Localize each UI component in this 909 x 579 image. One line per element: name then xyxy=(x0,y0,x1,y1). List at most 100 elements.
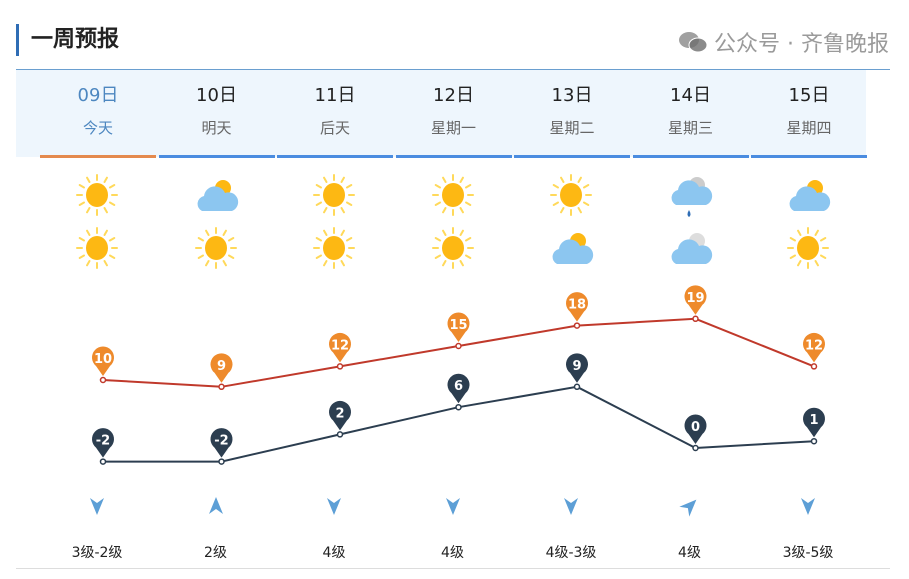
high-temp-pin xyxy=(92,346,114,376)
high-temp-point xyxy=(692,315,699,323)
wind-level: 4级 xyxy=(441,545,464,561)
wind-direction-icon xyxy=(85,494,109,518)
high-temp-point xyxy=(336,363,344,370)
high-temp-label: 12 xyxy=(331,338,349,353)
high-temp-marker: 18 xyxy=(566,292,589,329)
high-temp-point xyxy=(573,322,581,329)
low-temp-point xyxy=(99,458,107,465)
day-tab-0[interactable]: 09日今天 xyxy=(40,70,156,158)
night-sun-icon xyxy=(784,224,832,272)
day-label: 星期二 xyxy=(549,119,595,137)
wechat-logo-icon xyxy=(678,30,708,54)
low-temp-point xyxy=(573,383,581,391)
watermark-text: 公众号 · 齐鲁晚报 xyxy=(714,32,889,57)
tab-underline xyxy=(632,155,749,158)
low-temp-pin xyxy=(566,353,589,383)
high-temp-point xyxy=(455,342,462,350)
day-tab-2[interactable]: 11日后天 xyxy=(277,70,393,158)
night-sun-icon xyxy=(73,224,121,272)
low-temp-point xyxy=(455,403,462,411)
low-temp-point xyxy=(810,437,818,445)
high-temp-pin xyxy=(447,312,470,342)
high-temp-label: 10 xyxy=(94,352,112,367)
night-sun-icon xyxy=(310,224,358,272)
low-temp-label: 2 xyxy=(335,406,344,421)
high-temp-point xyxy=(99,376,107,384)
day-label: 今天 xyxy=(82,119,113,137)
low-temp-label: -2 xyxy=(96,434,110,449)
watermark: 公众号 · 齐鲁晚报 xyxy=(678,26,889,58)
low-temp-point xyxy=(336,431,344,438)
wind-level: 4级 xyxy=(678,545,701,561)
high-temp-pin xyxy=(210,353,233,383)
low-temp-marker: 6 xyxy=(447,373,470,411)
low-temp-pin xyxy=(447,373,470,404)
high-temp-point xyxy=(810,363,818,370)
high-temp-label: 18 xyxy=(568,298,586,313)
low-temp-label: 6 xyxy=(454,379,463,394)
tab-underline xyxy=(40,155,156,158)
day-label: 明天 xyxy=(201,119,232,137)
wind-direction-icon xyxy=(204,494,228,518)
high-temp-pin xyxy=(803,332,825,363)
day-tab-5[interactable]: 14日星期三 xyxy=(632,70,749,158)
wind-direction-icon xyxy=(678,494,702,518)
low-temp-pin xyxy=(684,414,707,444)
day-tab-6[interactable]: 15日 星期四 xyxy=(751,70,867,158)
day-partly-cloudy-icon xyxy=(192,171,240,219)
day-tab-3[interactable]: 12日 星期一 xyxy=(395,70,512,158)
day-label: 后天 xyxy=(319,119,350,137)
forecast-header: 09日 今天 10日 明天 11日 后天 12日 星期一 13日 星期二 14日 星期三 15日 星期四 xyxy=(16,69,890,158)
tab-underline xyxy=(751,155,867,158)
day-date: 13日 xyxy=(551,85,593,106)
high-temp-marker: 15 xyxy=(447,312,470,350)
day-date: 09日 xyxy=(77,85,119,106)
day-date: 11日 xyxy=(314,85,356,106)
night-sun-icon xyxy=(192,224,240,272)
high-temp-point xyxy=(218,383,225,391)
temperature-chart: 10 9 12 15 18 19 12 -2 -2 2 6 9 0 1 xyxy=(91,285,825,465)
day-sun-icon xyxy=(73,171,121,219)
day-label: 星期一 xyxy=(430,119,476,137)
day-sun-icon xyxy=(547,171,595,219)
wind-level: 3级-2级 xyxy=(71,545,123,561)
night-sun-icon xyxy=(429,224,477,272)
day-date: 14日 xyxy=(670,85,711,106)
day-tab-4[interactable]: 13日星期二 xyxy=(514,70,630,158)
day-tab-1[interactable]: 10日 明天 xyxy=(158,70,275,158)
wind-level: 4级 xyxy=(322,545,346,561)
day-label: 星期四 xyxy=(786,119,832,137)
tab-underline xyxy=(158,155,275,158)
high-temp-pin xyxy=(684,285,707,315)
day-sun-icon xyxy=(310,171,358,219)
low-temp-marker: 9 xyxy=(566,353,589,391)
wind-level: 3级-5级 xyxy=(782,545,834,561)
low-temp-label: 0 xyxy=(691,420,700,435)
wind-direction-icon xyxy=(559,494,583,518)
high-temp-marker: 19 xyxy=(684,285,707,323)
high-temp-label: 15 xyxy=(449,318,467,333)
tab-underline xyxy=(277,155,393,158)
night-cloudy-icon xyxy=(666,224,714,272)
high-temp-marker: 12 xyxy=(329,332,351,370)
day-light-rain-icon xyxy=(666,171,714,219)
high-temp-marker: 9 xyxy=(210,353,233,391)
day-partly-cloudy-icon xyxy=(784,171,832,219)
high-temp-pin xyxy=(566,292,589,322)
low-temp-marker: 0 xyxy=(684,414,707,452)
high-temp-label: 9 xyxy=(217,359,226,374)
wind-direction-icon xyxy=(796,494,820,518)
day-label: 星期三 xyxy=(667,119,713,137)
wind-level: 2级 xyxy=(204,545,227,561)
wind-direction-icon xyxy=(441,494,465,518)
divider xyxy=(16,568,890,569)
low-temp-marker: 1 xyxy=(803,407,825,445)
low-temp-label: 1 xyxy=(809,413,818,428)
low-temp-pin xyxy=(329,400,351,431)
day-sun-icon xyxy=(429,171,477,219)
tab-underline xyxy=(514,155,630,158)
high-temp-label: 12 xyxy=(805,338,823,353)
low-temp-point xyxy=(692,444,699,452)
night-partly-cloudy-icon xyxy=(547,224,595,272)
low-temp-marker: -2 xyxy=(210,428,233,465)
